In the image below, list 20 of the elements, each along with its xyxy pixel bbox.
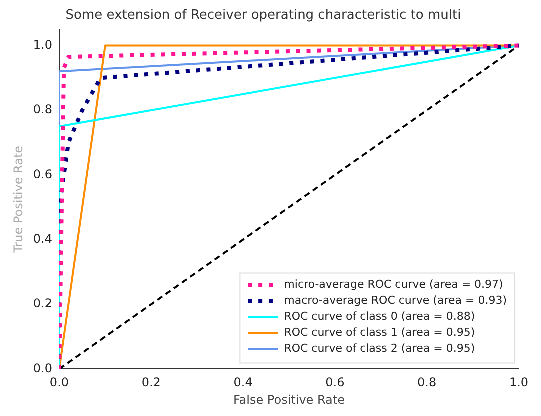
- y-tick-label: 0.6: [33, 167, 52, 182]
- legend-label: ROC curve of class 1 (area = 0.95): [284, 326, 476, 340]
- legend-label: micro-average ROC curve (area = 0.97): [284, 278, 504, 292]
- y-tick-label: 0.4: [33, 232, 52, 246]
- x-tick-label: 0.0: [50, 376, 70, 390]
- y-axis-title: True Positive Rate: [11, 146, 26, 254]
- x-axis-title: False Positive Rate: [233, 392, 346, 407]
- x-tick-label: 1.0: [509, 376, 529, 390]
- y-tick-label: 0.2: [33, 296, 52, 311]
- x-tick-label: 0.2: [142, 376, 161, 390]
- chart-title: Some extension of Receiver operating characteristic to multi: [66, 8, 462, 24]
- x-tick-label: 0.8: [418, 376, 437, 390]
- legend-label: ROC curve of class 2 (area = 0.95): [284, 342, 476, 356]
- legend-label: ROC curve of class 0 (area = 0.88): [284, 310, 476, 324]
- y-tick-label: 1.0: [33, 38, 52, 52]
- x-tick-label: 0.4: [234, 376, 253, 390]
- y-tick-label: 0.0: [33, 361, 52, 376]
- x-tick-label: 0.6: [326, 376, 345, 390]
- legend-label: macro-average ROC curve (area = 0.93): [284, 294, 508, 308]
- y-tick-label: 0.8: [33, 102, 52, 117]
